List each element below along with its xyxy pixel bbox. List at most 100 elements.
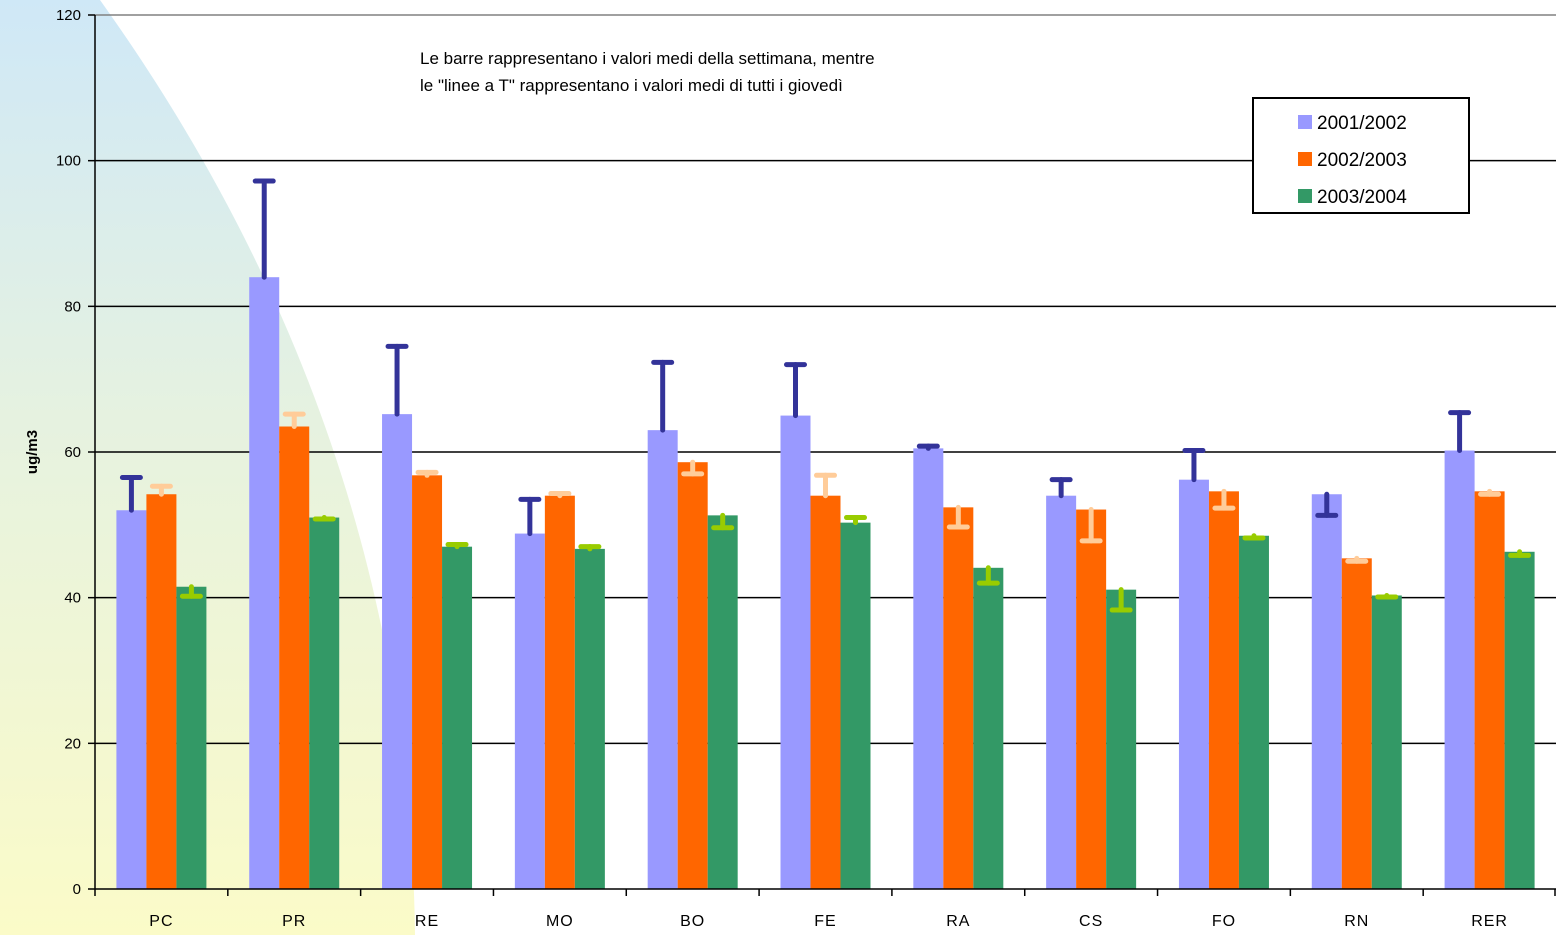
y-tick-label: 40: [64, 590, 81, 607]
legend: 2001/2002 2002/2003 2003/2004: [1252, 97, 1470, 214]
x-tick-label-bo: BO: [680, 913, 705, 930]
bar-2001-2002-cs: [1046, 495, 1077, 889]
bar-2002-2003-fo: [1208, 491, 1239, 889]
y-tick-label: 60: [64, 444, 81, 461]
legend-label-2001-2002: 2001/2002: [1317, 113, 1407, 134]
t-line-2001-2002-mo: [518, 496, 542, 537]
bar-2001-2002-rer: [1444, 450, 1475, 889]
thursday-t-lines: [119, 178, 1532, 613]
y-tick-label: 20: [64, 735, 81, 752]
x-tick-label-rn: RN: [1344, 913, 1369, 930]
legend-swatch-2001-2002: [1298, 115, 1312, 129]
t-line-2001-2002-cs: [1049, 477, 1073, 499]
bar-2001-2002-pr: [249, 277, 280, 889]
bar-2002-2003-cs: [1076, 509, 1107, 889]
bar-2001-2002-re: [382, 414, 413, 889]
bar-2002-2003-rn: [1341, 558, 1372, 889]
bar-2003-2004-mo: [574, 548, 605, 889]
y-axis-label: ug/m3: [24, 430, 41, 474]
t-line-2003-2004-mo: [578, 544, 602, 552]
bar-2001-2002-ra: [913, 448, 944, 889]
bar-2001-2002-pc: [116, 510, 147, 889]
bar-2002-2003-fe: [810, 495, 841, 889]
t-line-2001-2002-re: [385, 343, 409, 417]
legend-box: [1252, 97, 1470, 214]
bar-2001-2002-bo: [647, 430, 678, 889]
x-tick-label-rer: RER: [1471, 913, 1508, 930]
annotation-line-1: Le barre rappresentano i valori medi del…: [420, 49, 875, 68]
t-line-2002-2003-re: [415, 469, 439, 478]
x-tick-label-pr: PR: [282, 913, 306, 930]
t-line-2003-2004-re: [445, 541, 469, 550]
t-line-2003-2004-pr: [312, 515, 336, 522]
y-tick-label: 80: [64, 298, 81, 315]
bar-2001-2002-rn: [1311, 494, 1342, 889]
t-line-2002-2003-bo: [681, 459, 705, 477]
y-tick-label: 0: [73, 881, 81, 898]
background-swoosh: [0, 0, 415, 935]
t-line-2002-2003-rer: [1478, 488, 1502, 497]
x-tick-label-re: RE: [415, 913, 439, 930]
bar-2002-2003-ra: [943, 507, 974, 889]
labels: 0 20 40 60 80 100 120 PC PR RE MO BO FE RA CS FO RN RER ug…: [24, 7, 1508, 930]
t-line-2002-2003-ra: [946, 504, 970, 530]
bar-2003-2004-ra: [973, 567, 1004, 889]
bar-2003-2004-re: [442, 546, 473, 889]
t-line-2003-2004-rn: [1375, 592, 1399, 600]
t-line-2003-2004-rer: [1508, 549, 1532, 558]
t-line-2001-2002-bo: [651, 359, 675, 433]
bar-2002-2003-re: [412, 475, 443, 889]
t-line-2002-2003-mo: [548, 491, 572, 499]
bars: [116, 277, 1535, 889]
t-line-2001-2002-fo: [1182, 448, 1206, 483]
bar-2002-2003-pc: [146, 494, 177, 889]
bar-2003-2004-fe: [840, 522, 871, 889]
bar-2001-2002-mo: [514, 533, 545, 889]
annotation-line-2: le "linee a T" rappresentano i valori me…: [420, 76, 843, 95]
bar-2003-2004-fo: [1238, 535, 1269, 889]
legend-label-2002-2003: 2002/2003: [1317, 150, 1407, 171]
t-line-2001-2002-rer: [1448, 410, 1472, 454]
bar-2001-2002-fe: [780, 415, 811, 889]
bar-2002-2003-pr: [279, 426, 310, 889]
x-tick-label-ra: RA: [946, 913, 970, 930]
t-line-2003-2004-cs: [1109, 587, 1133, 613]
x-tick-label-fo: FO: [1212, 913, 1236, 930]
bar-2003-2004-pc: [176, 586, 207, 889]
x-tick-label-fe: FE: [814, 913, 836, 930]
y-tick-label: 120: [56, 7, 81, 24]
x-tick-label-mo: MO: [546, 913, 574, 930]
bar-2003-2004-pr: [309, 517, 340, 889]
bar-2002-2003-rer: [1474, 491, 1505, 889]
t-line-2002-2003-pr: [282, 411, 306, 430]
legend-label-2003-2004: 2003/2004: [1317, 187, 1407, 208]
bar-2003-2004-rn: [1371, 595, 1402, 889]
bar-2003-2004-cs: [1106, 589, 1137, 889]
t-line-2003-2004-fe: [844, 515, 867, 526]
t-line-2001-2002-fe: [784, 362, 807, 419]
y-tick-label: 100: [56, 153, 81, 170]
t-line-2001-2002-rn: [1315, 491, 1339, 518]
bar-2001-2002-fo: [1178, 479, 1209, 889]
legend-swatch-2003-2004: [1298, 189, 1312, 203]
bar-2002-2003-bo: [677, 462, 708, 889]
t-line-2003-2004-ra: [976, 565, 1000, 586]
t-line-2002-2003-cs: [1079, 507, 1103, 544]
t-line-2002-2003-pc: [149, 483, 173, 497]
axes: [88, 14, 1556, 896]
t-line-2003-2004-fo: [1242, 533, 1266, 541]
bar-2003-2004-bo: [707, 515, 738, 889]
t-line-2002-2003-rn: [1345, 555, 1369, 564]
t-line-2003-2004-pc: [179, 584, 203, 599]
legend-swatch-2002-2003: [1298, 152, 1312, 166]
t-line-2001-2002-ra: [916, 443, 940, 451]
bar-2003-2004-rer: [1504, 551, 1535, 889]
t-line-2002-2003-fo: [1212, 488, 1236, 511]
bar-2002-2003-mo: [544, 495, 575, 889]
t-line-2002-2003-fe: [814, 472, 837, 499]
t-line-2003-2004-bo: [711, 512, 735, 531]
t-line-2001-2002-pr: [252, 178, 276, 280]
t-line-2001-2002-pc: [119, 474, 143, 513]
